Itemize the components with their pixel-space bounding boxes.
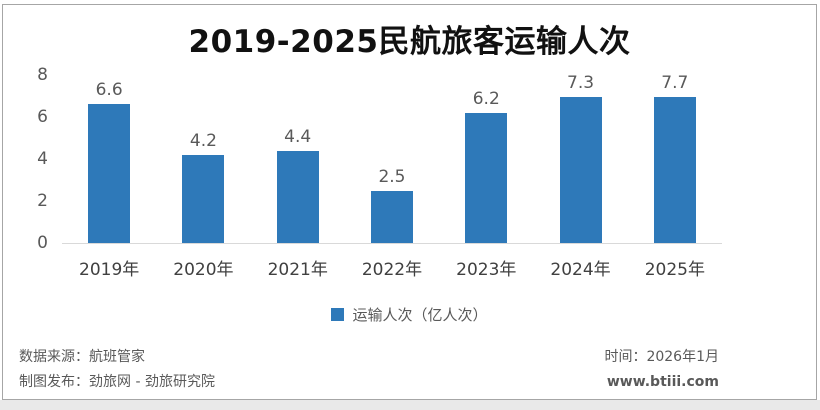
time-line: 时间：2026年1月 <box>604 349 719 365</box>
bar <box>653 97 696 243</box>
data-source-line: 数据来源：航班管家 <box>19 349 145 365</box>
bar <box>559 97 602 243</box>
bar-group: 6.2 <box>439 75 533 243</box>
x-axis-label: 2019年 <box>79 260 140 280</box>
publisher-line: 制图发布：劲旅网 - 劲旅研究院 <box>19 374 215 390</box>
x-axis-label: 2024年 <box>550 260 611 280</box>
bar-value-label: 2.5 <box>378 166 406 187</box>
legend: 运输人次（亿人次） <box>3 304 816 325</box>
y-axis-tick-label: 0 <box>37 233 48 253</box>
bar-value-label: 7.7 <box>661 73 689 93</box>
x-axis-label: 2020年 <box>173 260 234 280</box>
bar-group: 7.3 <box>533 75 627 243</box>
website-text: www.btiii.com <box>606 374 719 390</box>
bar-value-label: 4.4 <box>284 126 312 147</box>
x-axis-label: 2022年 <box>361 260 423 280</box>
y-axis-tick-label: 6 <box>37 107 48 127</box>
bars-row: 6.6 4.2 4.4 2.5 6.2 7.3 7.7 <box>62 75 722 243</box>
x-axis-label: 2021年 <box>267 260 328 280</box>
plot-area: 6.6 4.2 4.4 2.5 6.2 7.3 7.7 0 2 4 6 8 <box>37 65 722 253</box>
bar <box>465 112 508 243</box>
bar-group: 7.7 <box>628 75 722 243</box>
chart-frame: 2019-2025民航旅客运输人次 6.6 4.2 4.4 2.5 6.2 7.3 7.7 … <box>2 4 817 400</box>
legend-label: 运输人次（亿人次） <box>352 306 488 324</box>
y-axis-tick-label: 8 <box>37 65 48 85</box>
chart-title: 2019-2025民航旅客运输人次 <box>188 24 631 60</box>
bar <box>370 190 413 243</box>
footer-source-block: 数据来源：航班管家 制图发布：劲旅网 - 劲旅研究院 <box>19 345 215 395</box>
x-axis-label: 2025年 <box>644 260 705 280</box>
bar <box>88 104 131 243</box>
bar-group: 4.2 <box>156 75 250 243</box>
bar-value-label: 6.2 <box>472 88 500 109</box>
bar-value-label: 6.6 <box>95 80 123 101</box>
legend-swatch-icon <box>331 308 345 321</box>
bar <box>182 154 225 243</box>
footer-meta-block: 时间：2026年1月 www.btiii.com <box>604 345 719 395</box>
bar-value-label: 7.3 <box>567 73 595 93</box>
bottom-strip <box>0 400 820 410</box>
bar-group: 4.4 <box>251 75 345 243</box>
y-axis-tick-label: 4 <box>37 149 48 169</box>
bar-group: 6.6 <box>62 75 156 243</box>
x-axis-label: 2023年 <box>456 260 517 280</box>
bar-group: 2.5 <box>345 75 439 243</box>
y-axis-tick-label: 2 <box>37 191 48 211</box>
x-axis-labels: 2019年 2020年 2021年 2022年 2023年 2024年 2025年 <box>62 255 722 280</box>
bar-value-label: 4.2 <box>189 130 217 151</box>
bar <box>276 150 319 243</box>
